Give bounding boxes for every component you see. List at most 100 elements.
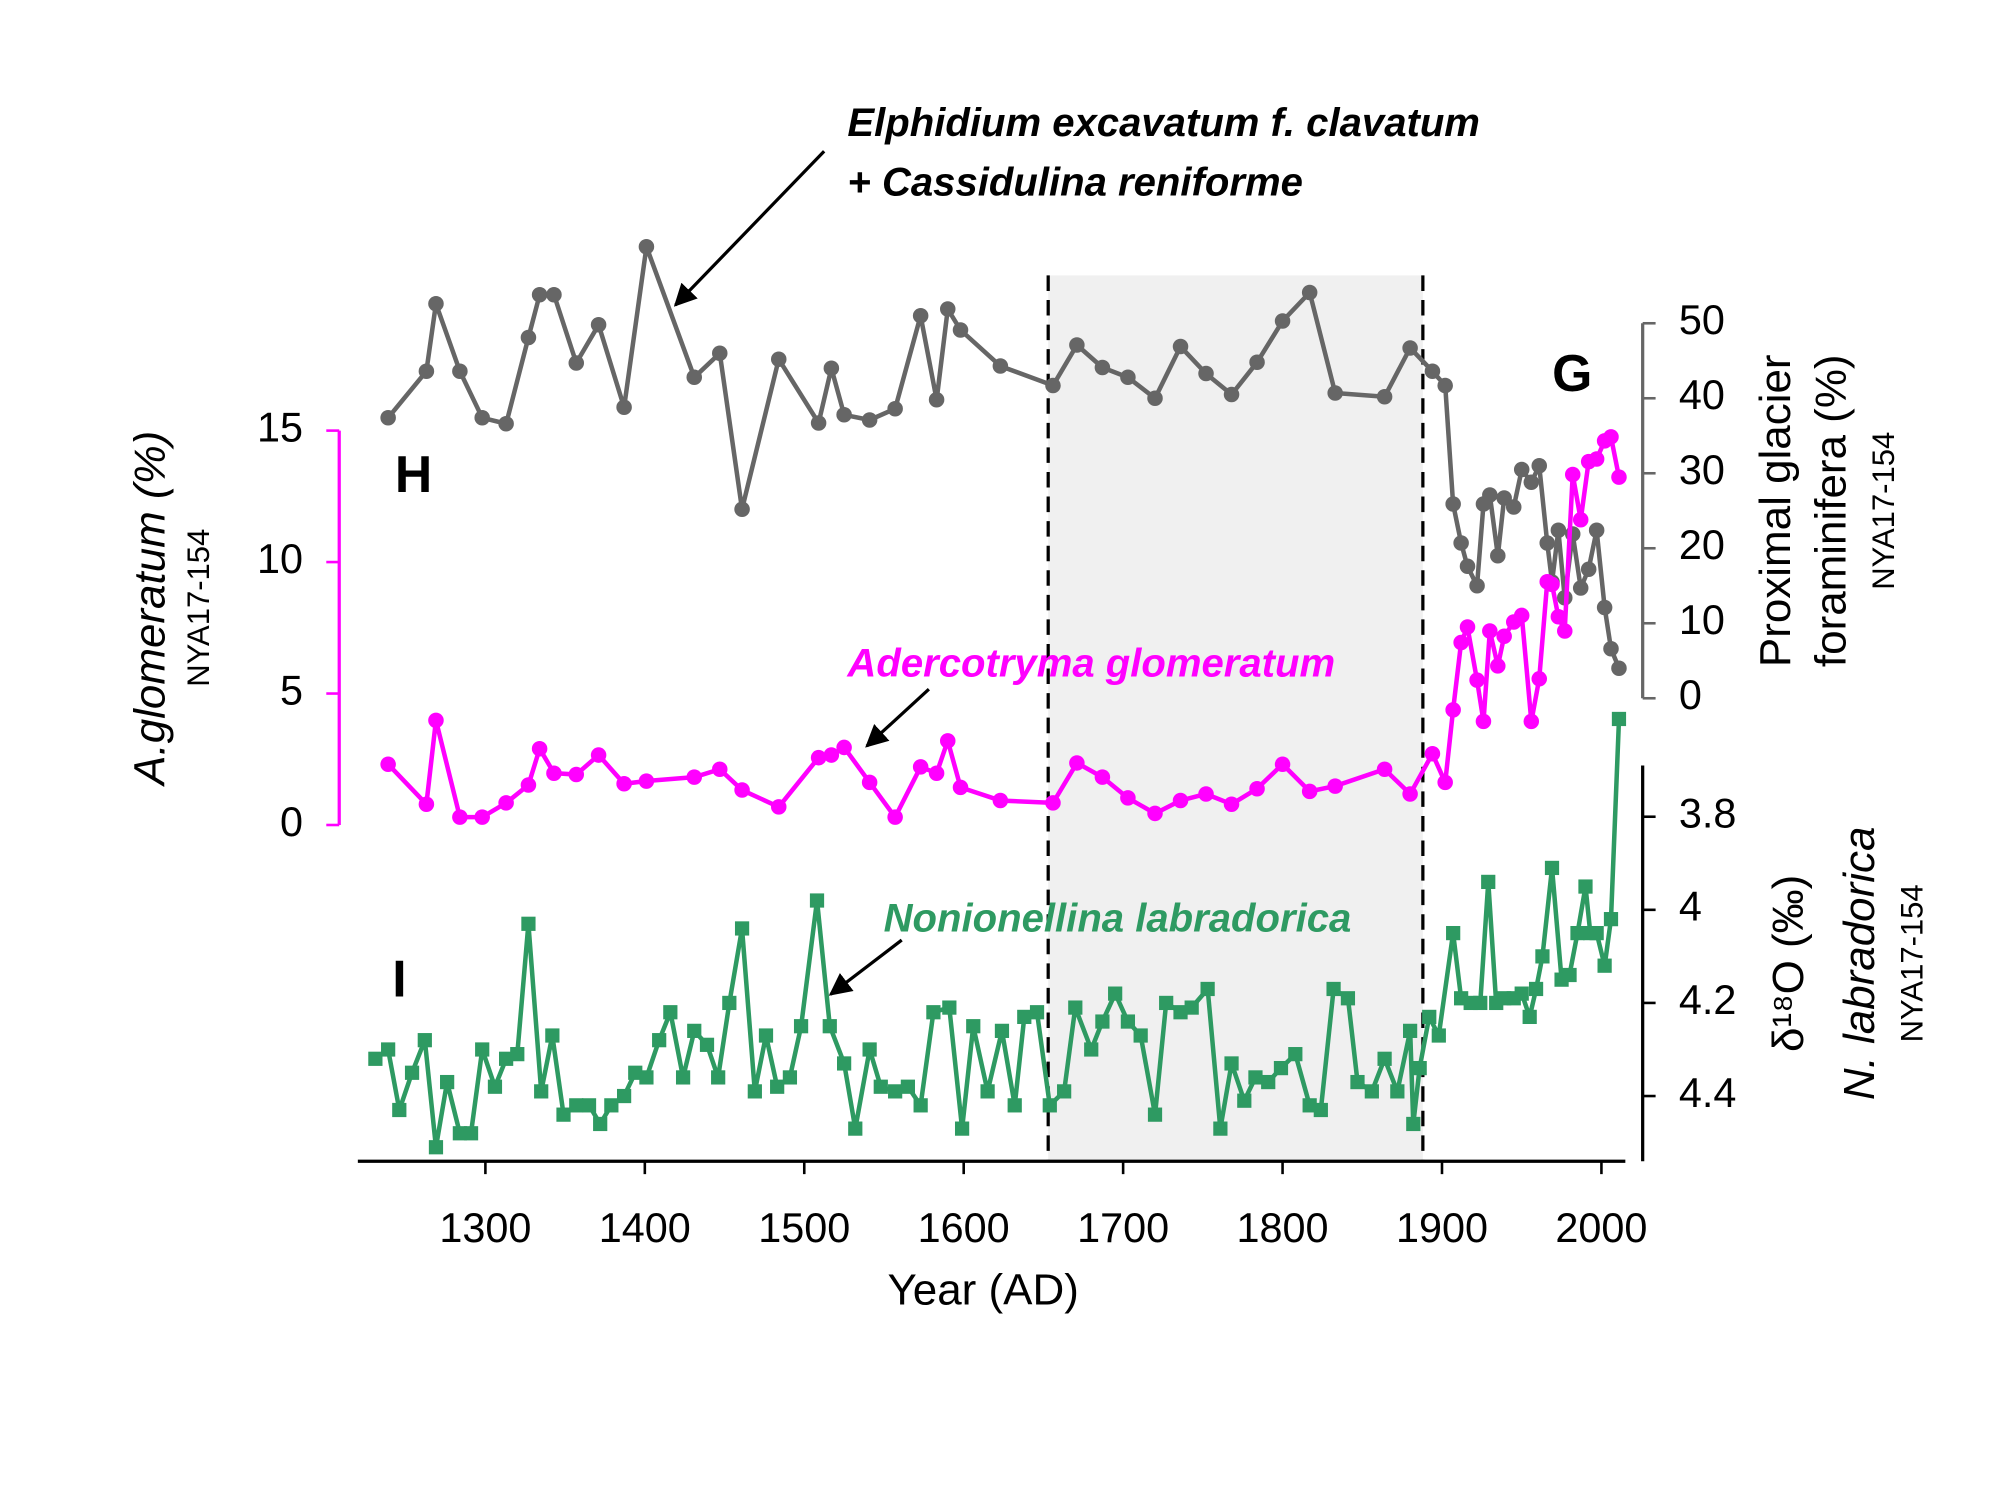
data-point	[1535, 949, 1550, 964]
data-point	[1437, 774, 1453, 791]
data-point	[1513, 461, 1530, 478]
data-point	[1184, 1000, 1199, 1015]
data-point	[639, 1070, 654, 1085]
data-point	[534, 1084, 549, 1099]
annotation: Adercotryma glomeratum	[846, 642, 1335, 686]
data-point	[836, 739, 852, 756]
data-point	[734, 921, 750, 936]
data-point	[966, 1019, 981, 1034]
y2-axis-note: NYA17-154	[1866, 432, 1901, 590]
data-point	[1364, 1084, 1379, 1099]
data-point	[1475, 713, 1492, 730]
data-point	[1224, 1056, 1239, 1071]
annotation: Elphidium excavatum f. clavatum	[847, 101, 1480, 145]
data-point	[1045, 795, 1061, 811]
data-point	[520, 329, 537, 346]
data-point	[1523, 713, 1540, 730]
data-point	[1261, 1074, 1276, 1090]
data-point	[1459, 558, 1476, 575]
data-point	[1108, 986, 1123, 1001]
annotation: + Cassidulina reniforme	[847, 161, 1302, 205]
data-point	[546, 765, 562, 781]
x-tick-label: 1900	[1396, 1205, 1488, 1251]
data-point	[1326, 981, 1341, 997]
data-point	[568, 355, 585, 371]
data-point	[1445, 702, 1461, 718]
data-point	[1490, 658, 1506, 674]
data-point	[380, 756, 396, 773]
data-point	[1572, 580, 1589, 596]
data-point	[510, 1047, 525, 1062]
data-point	[487, 1079, 503, 1094]
data-point	[452, 363, 468, 380]
data-point	[1248, 1070, 1263, 1085]
data-point	[428, 1140, 444, 1155]
data-point	[1522, 1009, 1537, 1025]
data-point	[782, 1070, 798, 1085]
data-point	[1301, 783, 1318, 800]
data-point	[1274, 313, 1291, 329]
data-point	[1603, 641, 1619, 657]
data-point	[531, 740, 548, 757]
data-point	[1482, 487, 1498, 503]
data-point	[1611, 660, 1627, 677]
data-point	[1437, 377, 1453, 394]
data-point	[1390, 1084, 1405, 1099]
data-point	[912, 759, 929, 775]
x-tick-label: 1800	[1237, 1205, 1329, 1251]
data-point	[1172, 792, 1189, 809]
data-point	[1249, 354, 1265, 371]
data-point	[823, 747, 840, 763]
data-point	[912, 308, 929, 324]
data-point	[1588, 522, 1605, 539]
data-point	[873, 1079, 888, 1094]
data-point	[1273, 1060, 1289, 1076]
data-point	[1042, 1098, 1057, 1113]
data-point	[1402, 340, 1418, 356]
data-point	[1302, 1098, 1317, 1113]
data-point	[734, 782, 750, 798]
data-point	[1200, 981, 1215, 997]
data-point	[980, 1084, 995, 1099]
data-point	[1459, 619, 1476, 635]
data-point	[474, 809, 490, 825]
data-point	[1094, 359, 1111, 376]
data-point	[1531, 458, 1548, 474]
data-point	[1523, 474, 1540, 491]
data-point	[1198, 365, 1214, 382]
data-point	[616, 775, 632, 792]
data-point	[590, 317, 607, 333]
data-point	[687, 1023, 702, 1038]
data-point	[380, 410, 396, 426]
y3-axis-label: N. labradorica	[1835, 827, 1884, 1101]
data-point	[1424, 363, 1441, 380]
data-point	[1513, 607, 1530, 624]
y3-tick-label: 4	[1679, 884, 1702, 930]
data-point	[837, 1056, 852, 1071]
data-point	[1611, 711, 1627, 727]
data-point	[722, 995, 737, 1011]
data-point	[1469, 578, 1485, 594]
data-point	[1596, 599, 1613, 616]
data-point	[1084, 1042, 1099, 1057]
x-tick-label: 1500	[758, 1205, 850, 1251]
y3-axis-note: NYA17-154	[1894, 884, 1929, 1042]
data-point	[1505, 499, 1522, 515]
data-point	[568, 766, 585, 783]
data-point	[1213, 1121, 1228, 1136]
data-point	[1377, 1051, 1392, 1066]
data-point	[475, 1042, 490, 1057]
y2-tick-label: 0	[1679, 672, 1702, 718]
data-point	[699, 1037, 715, 1052]
data-point	[810, 415, 827, 431]
data-point	[711, 1070, 726, 1085]
y2-axis-label: Proximal glacier	[1751, 354, 1800, 667]
data-point	[663, 1005, 678, 1020]
data-point	[628, 1065, 643, 1080]
data-point	[1159, 995, 1174, 1011]
data-point	[381, 1042, 396, 1057]
data-point	[1029, 1005, 1045, 1020]
data-point	[1069, 755, 1085, 771]
data-point	[1544, 860, 1560, 876]
